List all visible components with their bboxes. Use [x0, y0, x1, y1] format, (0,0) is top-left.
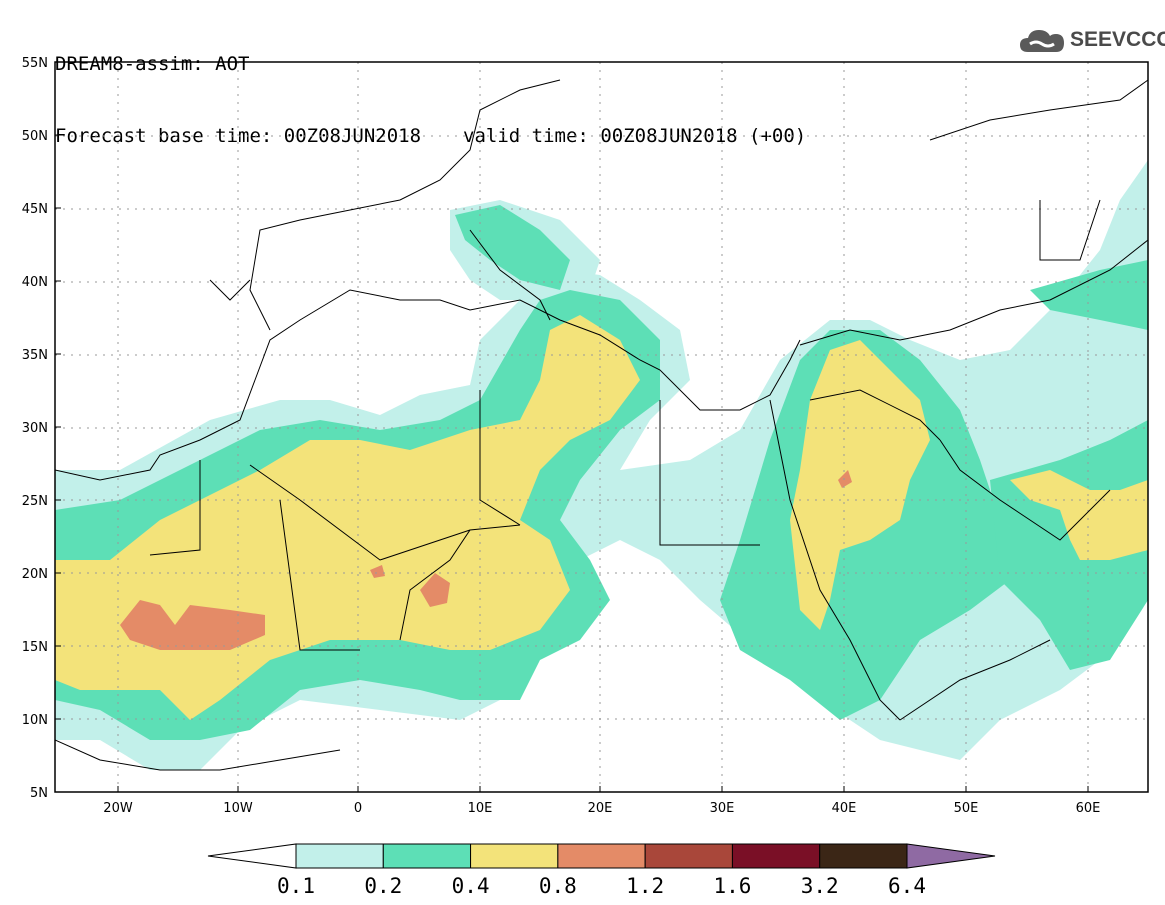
aot-band-0.2d	[1030, 260, 1148, 330]
lon-label: 60E	[1076, 801, 1101, 816]
colorbar-label: 6.4	[888, 874, 926, 898]
aot-band-0.8b	[420, 573, 450, 607]
valid-time: valid time: 00Z08JUN2018 (+00)	[463, 125, 807, 147]
lat-label: 50N	[22, 129, 48, 144]
seevccc-logo: SEEVCCC	[1018, 22, 1165, 60]
coastlines	[55, 79, 1148, 771]
lat-label: 45N	[22, 202, 48, 217]
map-subtitle: Forecast base time: 00Z08JUN2018 valid ti…	[55, 124, 806, 148]
colorbar: 0.1 0.2 0.4 0.8 1.2 1.6 3.2 6.4	[207, 843, 996, 898]
colorbar-swatch	[557, 843, 646, 869]
lon-label: 20E	[588, 801, 613, 816]
colorbar-swatch	[644, 843, 733, 869]
aot-band-0.8c	[370, 565, 385, 578]
colorbar-swatch	[295, 843, 384, 869]
colorbar-swatch	[382, 843, 472, 869]
colorbar-min-arrow	[207, 843, 297, 869]
lat-label: 20N	[22, 567, 48, 582]
lat-label: 5N	[30, 786, 48, 801]
colorbar-label: 0.4	[452, 874, 490, 898]
colorbar-label: 3.2	[801, 874, 839, 898]
lat-label: 15N	[22, 640, 48, 655]
colorbar-swatch	[470, 843, 559, 869]
colorbar-label: 0.1	[277, 874, 315, 898]
lat-label: 30N	[22, 421, 48, 436]
longitude-axis: 20W 10W 0 10E 20E 30E 40E 50E 60E	[103, 786, 1100, 816]
lat-label: 40N	[22, 275, 48, 290]
lon-label: 10E	[468, 801, 493, 816]
aot-band-0.2e	[455, 205, 570, 290]
colorbar-label: 0.2	[364, 874, 402, 898]
lat-label: 55N	[22, 56, 48, 71]
lon-label: 50E	[954, 801, 979, 816]
map-title-block: DREAM8-assim: AOT Forecast base time: 00…	[55, 4, 806, 172]
colorbar-swatch	[731, 843, 821, 869]
aot-field	[55, 160, 1148, 770]
lon-label: 30E	[710, 801, 735, 816]
map-title: DREAM8-assim: AOT	[55, 53, 250, 75]
colorbar-swatch	[819, 843, 908, 869]
lat-label: 35N	[22, 348, 48, 363]
aot-band-0.4b	[790, 340, 930, 630]
map-gridlines	[55, 62, 1148, 792]
lat-label: 10N	[22, 713, 48, 728]
logo-text: SEEVCCC	[1070, 28, 1165, 51]
colorbar-label: 1.2	[626, 874, 664, 898]
latitude-axis: 55N 50N 45N 40N 35N 30N 25N 20N 15N 10N 5N	[22, 56, 61, 801]
colorbar-label: 1.6	[713, 874, 751, 898]
colorbar-label: 0.8	[539, 874, 577, 898]
aot-band-0.4c	[1010, 470, 1148, 560]
lat-label: 25N	[22, 494, 48, 509]
lon-label: 40E	[832, 801, 857, 816]
lon-label: 10W	[223, 801, 253, 816]
aot-band-0.8d	[838, 470, 852, 488]
lon-label: 20W	[103, 801, 133, 816]
aot-band-0.8	[120, 600, 265, 650]
colorbar-max-arrow	[906, 843, 996, 869]
lon-label: 0	[354, 801, 362, 816]
cloud-icon	[1020, 30, 1064, 52]
